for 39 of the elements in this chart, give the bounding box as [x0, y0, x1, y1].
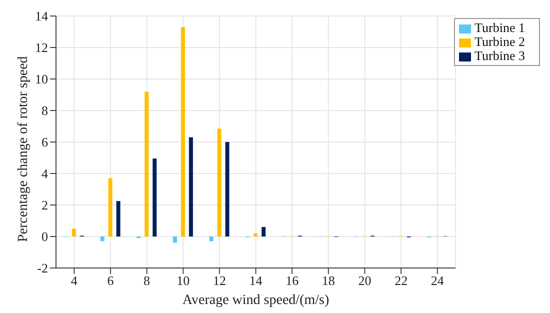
bar	[217, 128, 222, 236]
y-axis-title: Percentage change of rotor speed	[16, 56, 31, 242]
y-tick-label: 6	[42, 134, 48, 150]
x-tick-label: 4	[70, 273, 78, 288]
legend-label: Turbine 2	[474, 34, 525, 50]
x-tick-label: 18	[322, 273, 335, 288]
x-tick-label: 16	[286, 273, 300, 288]
bar	[180, 27, 185, 236]
x-tick-label: 6	[107, 273, 114, 288]
bar	[209, 236, 214, 242]
y-tick-label: -2	[37, 260, 48, 276]
bar	[188, 137, 193, 236]
legend-label: Turbine 3	[474, 48, 525, 64]
legend-label: Turbine 1	[474, 20, 525, 35]
y-tick-label: 10	[35, 72, 48, 87]
bar	[152, 158, 157, 236]
x-tick-label: 22	[394, 273, 408, 288]
x-tick-label: 10	[176, 273, 190, 288]
y-tick-label: 2	[42, 198, 48, 213]
x-tick-label: 14	[249, 273, 263, 288]
bar	[116, 201, 120, 236]
y-tick-label: 8	[42, 103, 48, 118]
bar	[225, 142, 230, 236]
x-tick-label: 8	[144, 273, 150, 288]
y-tick-label: 0	[42, 229, 48, 244]
y-tick-label: 14	[35, 8, 48, 24]
bar	[254, 233, 258, 236]
bar	[172, 236, 177, 243]
bar	[72, 228, 76, 236]
x-tick-label: 24	[430, 273, 444, 288]
bar	[100, 236, 104, 242]
y-tick-label: 12	[35, 40, 48, 56]
x-tick-label: 20	[358, 273, 372, 288]
bar	[262, 227, 266, 236]
bar	[108, 178, 112, 236]
y-tick-label: 4	[42, 166, 48, 182]
x-tick-label: 12	[212, 273, 226, 288]
bar	[144, 92, 149, 236]
x-axis-title: Average wind speed/(m/s)	[182, 293, 330, 308]
